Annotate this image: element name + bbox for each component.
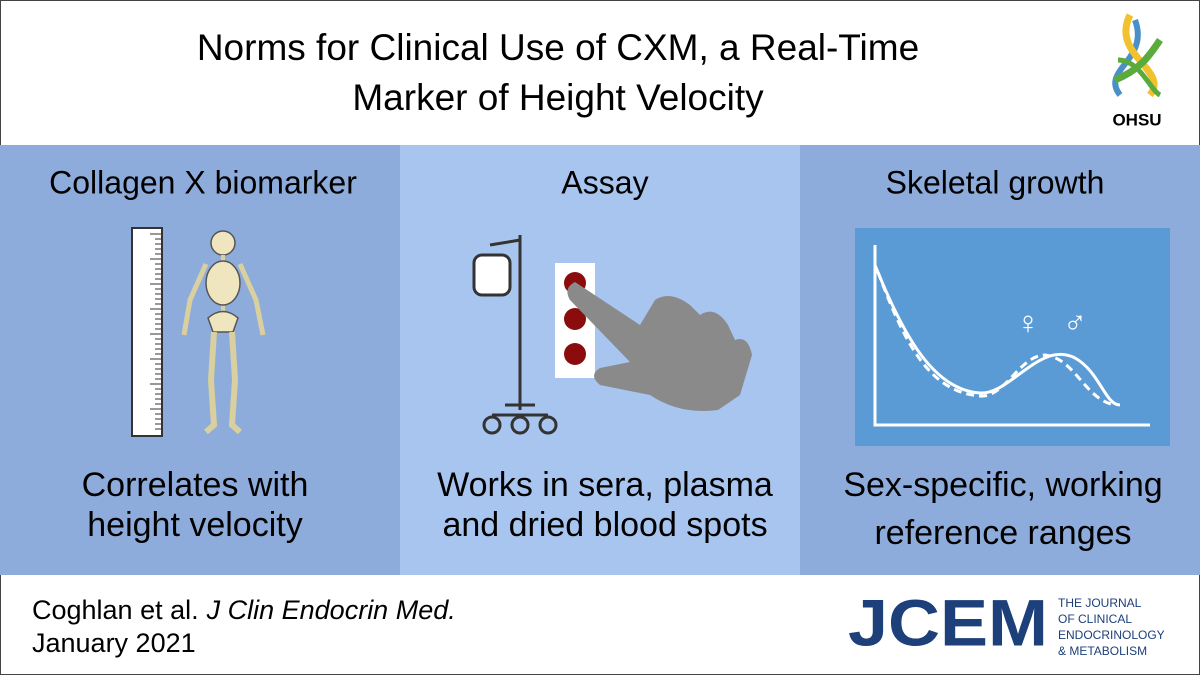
ruler-icon <box>131 227 163 437</box>
journal-name: & METABOLISM <box>1058 644 1147 658</box>
journal-name: THE JOURNAL <box>1058 596 1142 610</box>
skeleton-icon <box>181 230 266 435</box>
iv-stand-icon <box>472 235 558 435</box>
panel-caption: Correlates with <box>82 466 309 504</box>
date: January 2021 <box>32 628 196 658</box>
citation: Coghlan et al. J Clin Endocrin Med. <box>32 595 456 625</box>
panel-caption: and dried blood spots <box>442 506 767 544</box>
panel-heading: Collagen X biomarker <box>49 164 357 200</box>
male-symbol: ♂ <box>1063 304 1087 340</box>
panel-heading: Assay <box>561 164 648 200</box>
panel-bg <box>0 145 400 575</box>
female-symbol: ♀ <box>1016 304 1040 340</box>
logo-text: OHSU <box>1112 110 1161 129</box>
growth-chart-icon: ♀ ♂ <box>855 228 1170 446</box>
panel-caption: height velocity <box>87 506 302 544</box>
ohsu-logo: OHSU <box>1112 13 1163 129</box>
panel-heading: Skeletal growth <box>886 164 1105 200</box>
journal-name: OF CLINICAL <box>1058 612 1132 626</box>
panel-caption: Works in sera, plasma <box>437 466 773 504</box>
journal-name: ENDOCRINOLOGY <box>1058 628 1165 642</box>
journal: J Clin Endocrin Med. <box>206 595 456 625</box>
title: Norms for Clinical Use of CXM, a Real-Ti… <box>197 27 919 68</box>
panel-caption: Sex-specific, working <box>843 466 1162 504</box>
title: Marker of Height Velocity <box>352 77 764 118</box>
authors: Coghlan et al. <box>32 595 199 625</box>
blood-card-icon <box>555 263 595 378</box>
journal-logo: JCEM <box>848 585 1048 659</box>
panel-caption: reference ranges <box>874 514 1131 552</box>
hand-icon <box>567 282 752 411</box>
